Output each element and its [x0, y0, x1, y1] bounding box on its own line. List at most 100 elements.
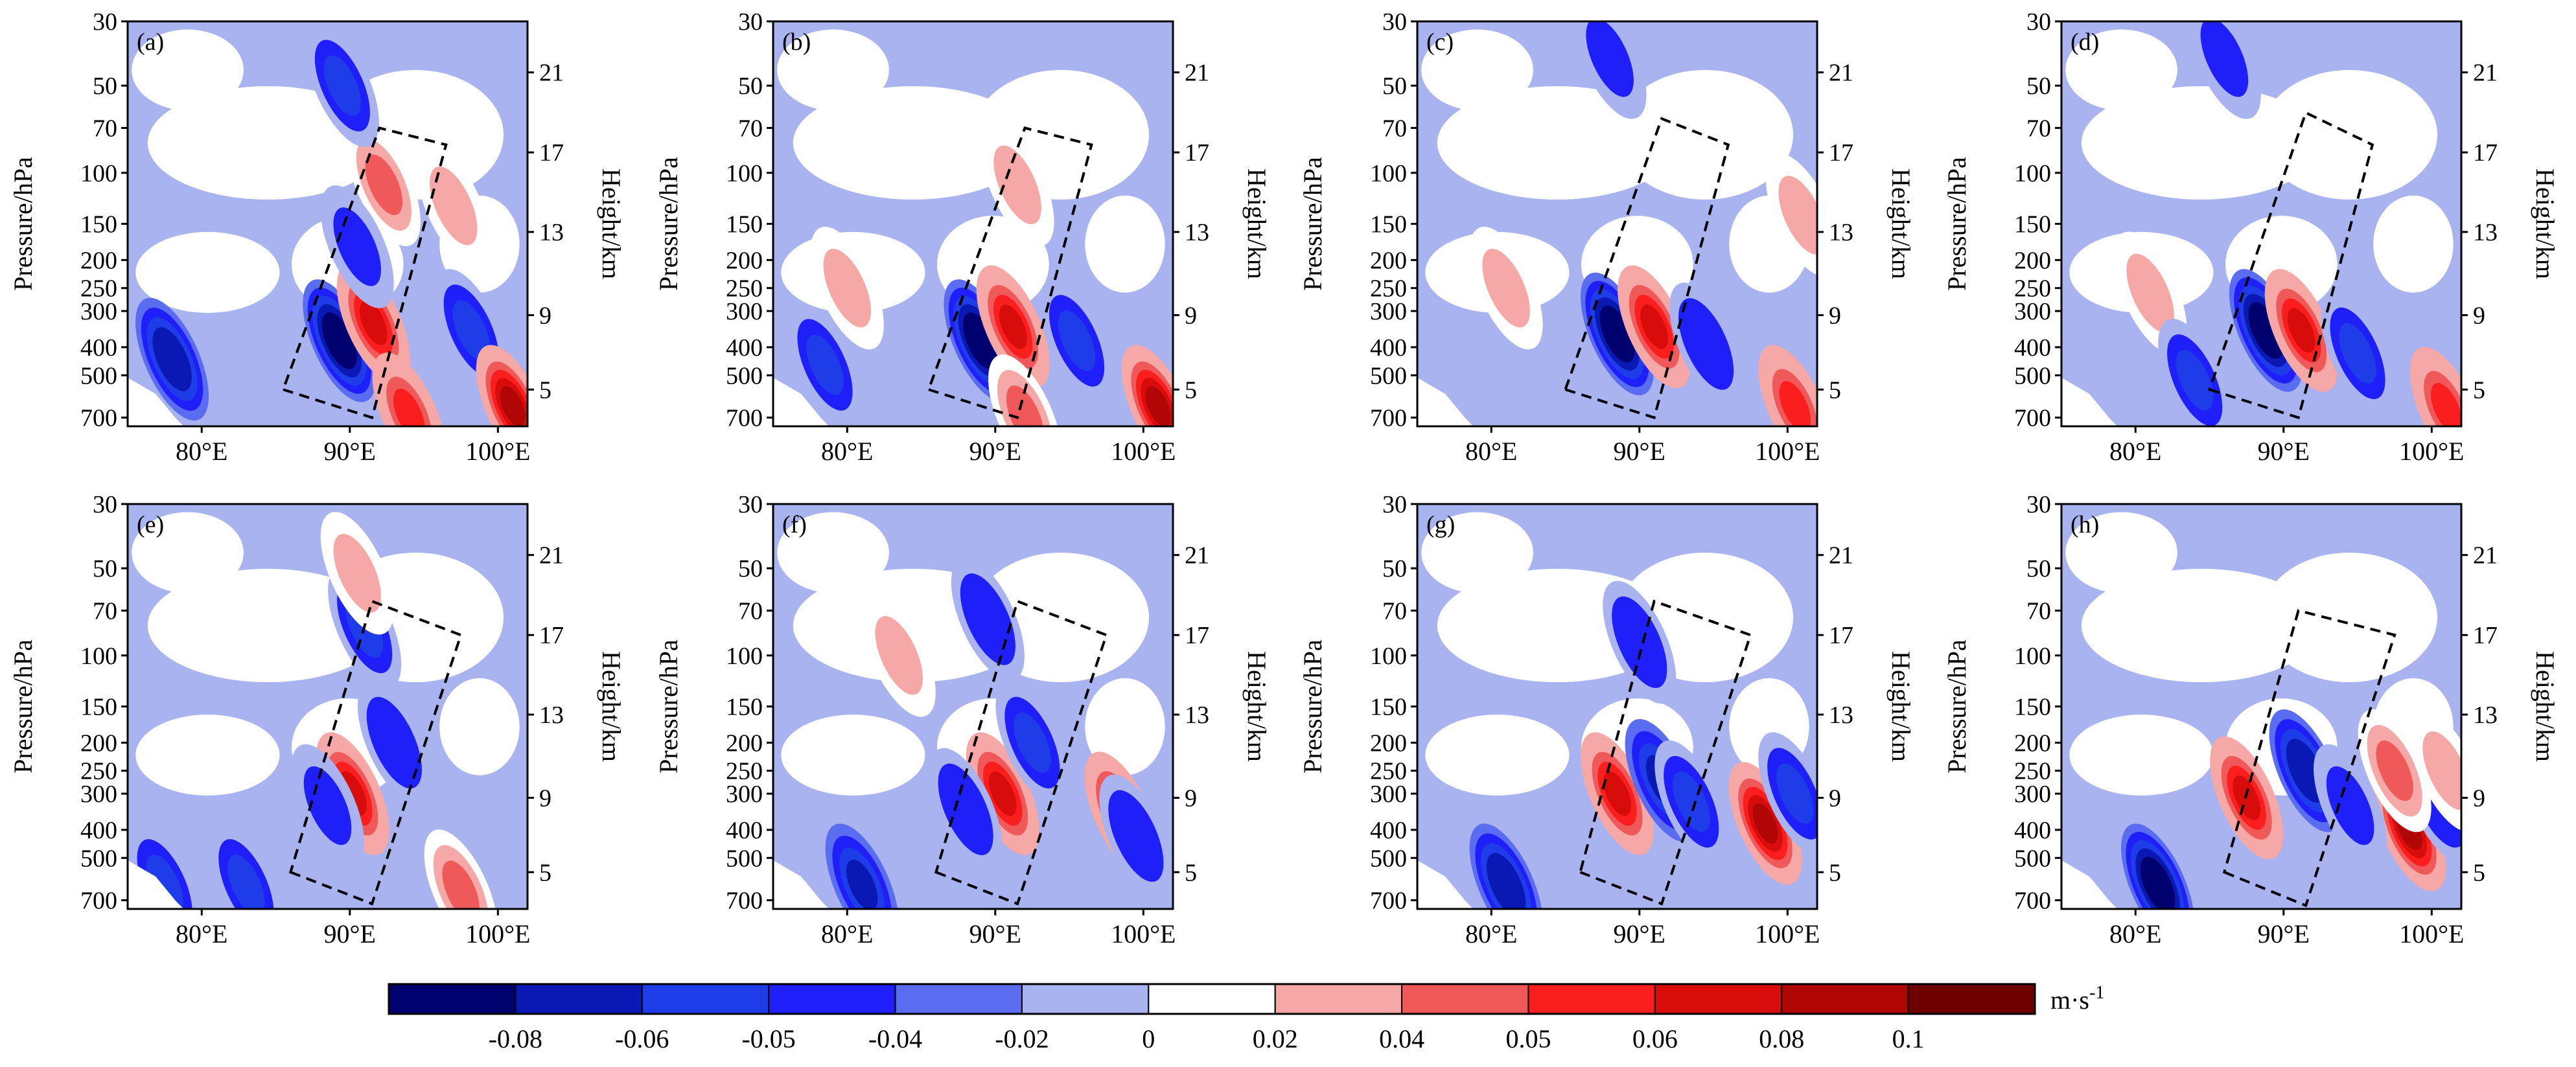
terrain-mask	[773, 378, 830, 426]
left-tick-label: 250	[80, 758, 117, 785]
left-tick-label: 300	[726, 781, 763, 808]
anomaly-core	[988, 771, 1017, 816]
right-tick-label: 5	[1829, 376, 1841, 404]
anomaly-core	[452, 300, 490, 361]
bottom-tick-label: 80°E	[821, 437, 873, 466]
left-tick-label: 30	[93, 491, 117, 518]
left-tick-label: 200	[2014, 729, 2051, 757]
bottom-tick-label: 80°E	[1465, 437, 1517, 466]
anomaly-core	[327, 320, 353, 361]
anomaly-core	[2176, 350, 2214, 411]
colorbar-segment	[1401, 983, 1529, 1015]
left-tick-label: 250	[726, 275, 763, 303]
right-tick-label: 21	[539, 60, 564, 87]
anomaly-core	[823, 248, 872, 328]
colorbar-tick-label: 0.04	[1379, 1024, 1424, 1053]
anomaly-core	[227, 855, 265, 909]
terrain-mask	[128, 378, 184, 426]
neutral-region	[2261, 553, 2437, 682]
neutral-region	[1617, 70, 1793, 200]
right-axis-label: Height/km	[1242, 651, 1271, 762]
panel-label: (c)	[1426, 29, 1454, 56]
analysis-box	[1563, 117, 1730, 420]
right-tick-label: 5	[2473, 376, 2485, 404]
panel-label: (h)	[2071, 511, 2099, 538]
panel-label: (g)	[1426, 511, 1455, 538]
colorbar-frame	[388, 983, 2036, 1015]
left-tick-label: 30	[738, 8, 763, 36]
analysis-box	[281, 126, 448, 420]
contour-field	[2061, 504, 2461, 909]
bottom-tick-label: 90°E	[1614, 919, 1665, 948]
left-tick-label: 50	[1382, 73, 1407, 100]
left-tick-label: 70	[93, 115, 117, 143]
anomaly-core	[969, 589, 1007, 650]
anomaly-core	[1058, 310, 1096, 371]
colorbar-tick-label: 0.06	[1632, 1024, 1678, 1053]
bottom-tick-label: 100°E	[1111, 437, 1176, 466]
colorbar-segment	[641, 983, 770, 1015]
right-tick-label: 17	[1829, 139, 1853, 166]
anomaly-core	[375, 712, 413, 774]
left-tick-label: 50	[1382, 555, 1407, 582]
left-tick-label: 30	[2026, 8, 2051, 36]
right-tick-label: 13	[2473, 702, 2498, 729]
bottom-tick-label: 80°E	[176, 919, 227, 948]
anomaly-core	[1778, 176, 1817, 255]
right-tick-label: 17	[2473, 622, 2498, 649]
right-tick-label: 13	[1185, 702, 1209, 729]
left-tick-label: 100	[80, 643, 117, 670]
anomaly-core	[2326, 766, 2374, 845]
neutral-region	[132, 512, 244, 593]
neutral-region	[2065, 512, 2177, 593]
bottom-tick-label: 90°E	[969, 919, 1021, 948]
right-tick-label: 17	[2473, 139, 2498, 166]
left-axis-label: Pressure/hPa	[654, 157, 683, 291]
neutral-region	[781, 715, 925, 796]
bottom-tick-label: 100°E	[1755, 919, 1820, 948]
left-tick-label: 50	[93, 73, 117, 100]
bottom-tick-label: 90°E	[324, 437, 376, 466]
neutral-region	[439, 678, 520, 775]
colorbar: -0.08 -0.06 -0.05 -0.04 -0.02 0 0.02 0.04 0.05 0.…	[388, 983, 2104, 1053]
left-tick-label: 70	[1382, 115, 1407, 143]
right-tick-label: 9	[1185, 302, 1197, 329]
anomaly-core	[393, 388, 425, 426]
analysis-box	[288, 599, 463, 906]
right-tick-label: 5	[1185, 859, 1197, 886]
neutral-region	[793, 86, 1034, 200]
colorbar-segment	[515, 983, 643, 1015]
right-tick-label: 5	[1829, 859, 1841, 886]
analysis-box	[1578, 599, 1752, 906]
anomaly-core	[359, 301, 388, 345]
anomaly-core	[2430, 383, 2461, 426]
anomaly-core	[2339, 323, 2376, 384]
bottom-tick-label: 80°E	[2109, 919, 2161, 948]
left-tick-label: 700	[1370, 405, 1407, 432]
right-axis-label: Height/km	[1886, 651, 1916, 762]
contour-field	[128, 504, 528, 909]
right-tick-label: 17	[1185, 622, 1209, 649]
left-tick-label: 200	[80, 247, 117, 274]
left-tick-label: 100	[726, 160, 763, 187]
left-tick-label: 70	[738, 115, 763, 143]
anomaly-core	[1006, 385, 1044, 426]
anomaly-core	[1687, 314, 1725, 374]
left-tick-label: 300	[80, 781, 117, 808]
bottom-tick-label: 80°E	[821, 919, 873, 948]
colorbar-segment	[1781, 983, 1909, 1015]
anomaly-core	[846, 859, 878, 909]
left-tick-label: 50	[2026, 555, 2051, 582]
anomaly-core	[1621, 612, 1658, 673]
analysis-box	[927, 126, 1093, 420]
right-axis-label: Height/km	[597, 651, 626, 762]
colorbar-tick-label: -0.02	[995, 1024, 1049, 1053]
neutral-region	[2081, 569, 2322, 682]
right-tick-label: 5	[2473, 859, 2485, 886]
